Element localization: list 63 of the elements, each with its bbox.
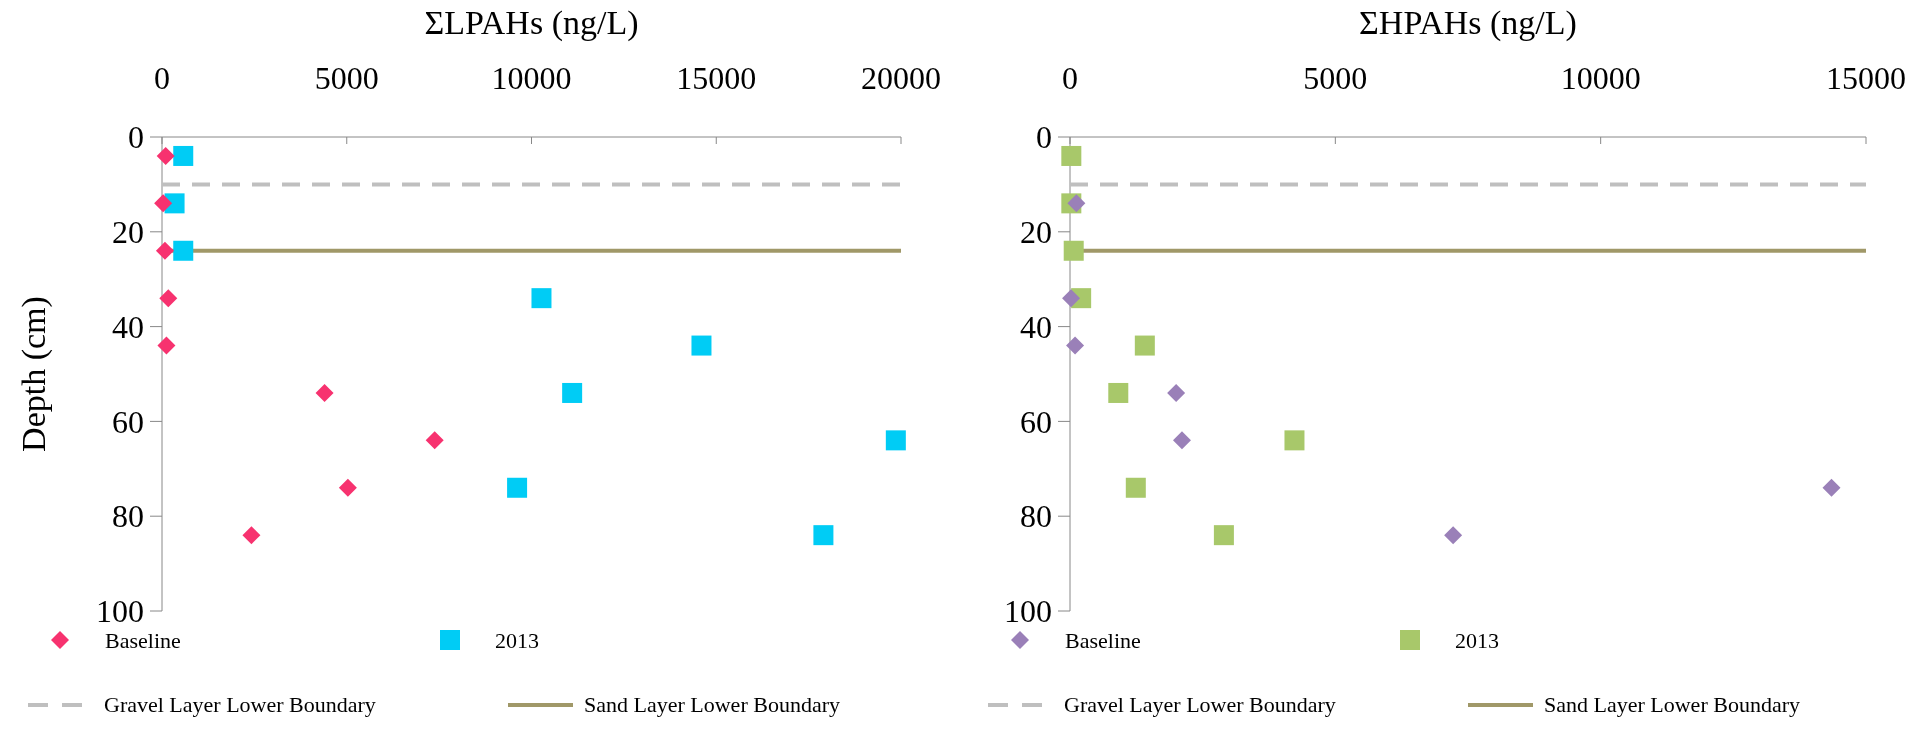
point [242, 526, 261, 545]
x-tick-label: 0 [154, 60, 170, 96]
point [1822, 478, 1841, 497]
x-tick-label: 5000 [314, 60, 379, 96]
x-tick-label: 5000 [1303, 60, 1368, 96]
legend-label: 2013 [495, 628, 539, 653]
point [315, 383, 334, 402]
x-tick-label: 0 [1062, 60, 1078, 96]
x-tick-label: 10000 [491, 60, 572, 96]
y-tick-label: 20 [1020, 214, 1052, 250]
point [562, 382, 583, 403]
point [154, 194, 173, 213]
point [1108, 382, 1129, 403]
y-tick-label: 0 [128, 119, 144, 156]
point [173, 240, 194, 261]
y-tick-label: 40 [1020, 308, 1052, 345]
y-tick-label: 100 [96, 593, 144, 630]
point [1066, 336, 1085, 355]
x-axis-title: ΣLPAHs (ng/L) [424, 4, 639, 42]
point [159, 289, 178, 308]
y-tick-label: 80 [1020, 498, 1052, 535]
point [1172, 431, 1191, 450]
point [173, 145, 194, 166]
point [1444, 526, 1463, 545]
y-axis-title: Depth (cm) [15, 296, 53, 452]
y-tick-label: 80 [112, 498, 144, 535]
point [691, 335, 712, 356]
point [1062, 289, 1081, 308]
y-tick-label: 40 [112, 308, 144, 345]
legend-label: Gravel Layer Lower Boundary [104, 692, 376, 717]
legend-label: Baseline [1065, 628, 1141, 653]
legend-label: Sand Layer Lower Boundary [1544, 692, 1800, 717]
point [531, 288, 552, 309]
point [1213, 525, 1234, 546]
point [155, 241, 174, 260]
point [813, 525, 834, 546]
point [425, 431, 444, 450]
point [1125, 477, 1146, 498]
legend-label: 2013 [1455, 628, 1499, 653]
x-tick-label: 15000 [1826, 60, 1906, 96]
point [1063, 240, 1084, 261]
y-tick-label: 0 [1036, 119, 1052, 156]
legend-label: Sand Layer Lower Boundary [584, 692, 840, 717]
x-axis-title: ΣHPAHs (ng/L) [1359, 4, 1577, 42]
point [338, 478, 357, 497]
y-tick-label: 60 [112, 403, 144, 440]
point [507, 477, 528, 498]
point [1067, 194, 1086, 213]
point [1167, 383, 1186, 402]
point [157, 336, 176, 355]
x-tick-label: 15000 [676, 60, 757, 96]
x-tick-label: 20000 [861, 60, 941, 96]
point [885, 430, 906, 451]
y-tick-label: 20 [112, 214, 144, 250]
y-tick-label: 100 [1004, 593, 1052, 630]
point [1284, 430, 1305, 451]
legend-label: Baseline [105, 628, 181, 653]
x-tick-label: 10000 [1560, 60, 1641, 96]
legend-label: Gravel Layer Lower Boundary [1064, 692, 1336, 717]
point [156, 146, 175, 165]
point [1061, 145, 1082, 166]
y-tick-label: 60 [1020, 403, 1052, 440]
point [1134, 335, 1155, 356]
